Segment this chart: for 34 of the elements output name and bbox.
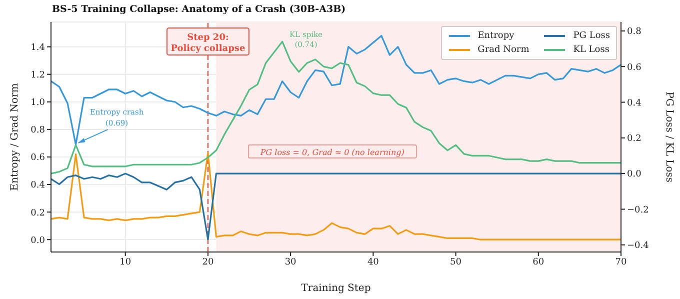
y-tick-label: 0.0 xyxy=(30,236,46,246)
legend-label: Entropy xyxy=(478,31,514,41)
x-tick-label: 40 xyxy=(367,257,380,268)
x-tick-label: 50 xyxy=(450,257,462,268)
ref-line-label: Step 20: Policy collapse xyxy=(170,33,246,54)
x-tick-label: 20 xyxy=(202,257,214,268)
y2-tick-label: 0.6 xyxy=(627,62,642,73)
chart-title: BS-5 Training Collapse: Anatomy of a Crash (30B-A3B) xyxy=(52,4,346,15)
y2-axis-title: PG Loss / KL Loss xyxy=(663,92,674,182)
y-tick-label: 1.4 xyxy=(30,42,46,53)
y2-tick-label: 0.0 xyxy=(627,170,642,180)
y-tick-label: 0.4 xyxy=(30,180,46,191)
legend-label: KL Loss xyxy=(573,45,610,55)
y2-tick-label: −0.4 xyxy=(627,241,650,252)
y2-tick-label: 0.2 xyxy=(627,134,642,144)
legend-label: Grad Norm xyxy=(478,45,530,55)
y2-tick-label: 0.8 xyxy=(627,27,642,38)
y-tick-label: 1.2 xyxy=(30,70,45,81)
y-tick-label: 0.8 xyxy=(30,126,46,136)
x-tick-label: 70 xyxy=(615,257,627,268)
y2-tick-label: −0.2 xyxy=(627,205,649,216)
x-axis-title: Training Step xyxy=(301,283,371,294)
x-tick-label: 10 xyxy=(120,257,132,268)
line-series xyxy=(51,172,621,240)
y2-tick-label: 0.4 xyxy=(627,98,642,108)
x-tick-label: 60 xyxy=(532,257,544,268)
y-tick-label: 0.2 xyxy=(30,208,45,218)
x-tick-label: 30 xyxy=(284,257,297,268)
band-label: PG loss = 0, Grad ≈ 0 (no learning) xyxy=(259,148,404,157)
line-series xyxy=(51,40,621,174)
y-tick-label: 1.0 xyxy=(30,98,46,108)
legend-label: PG Loss xyxy=(573,31,610,41)
y-axis-title: Entropy / Grad Norm xyxy=(10,82,21,191)
y-tick-label: 0.6 xyxy=(30,153,46,164)
